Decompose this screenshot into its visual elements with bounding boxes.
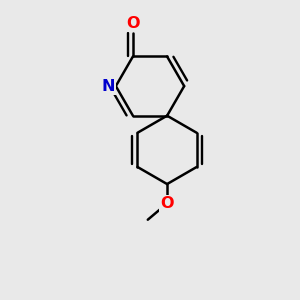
Text: O: O	[126, 16, 140, 31]
Text: O: O	[160, 196, 174, 211]
Text: N: N	[101, 79, 115, 94]
